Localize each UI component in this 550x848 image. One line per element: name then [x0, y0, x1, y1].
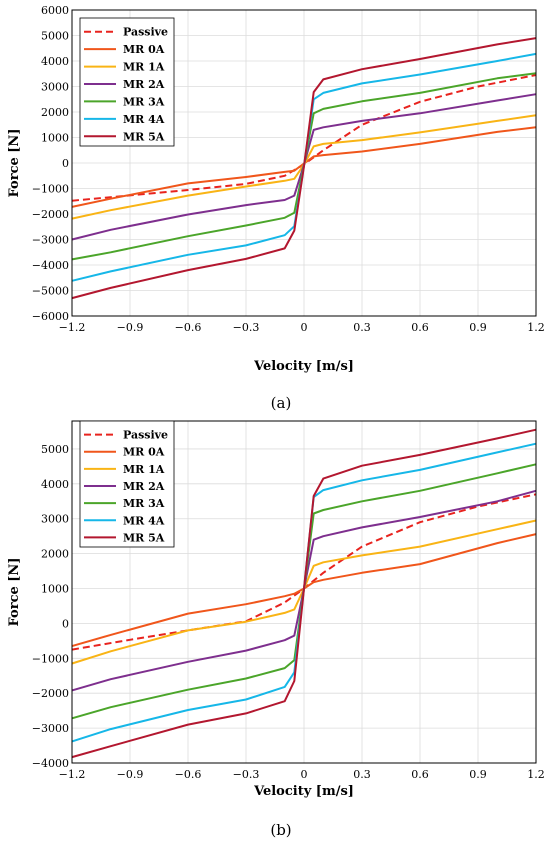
- x-tick-label: −0.3: [233, 321, 260, 334]
- legend: Passive MR 0A MR 1A MR 2A MR 3A MR 4A MR 5A: [79, 17, 175, 147]
- panel-caption: (b): [270, 821, 291, 839]
- plot-frame: [71, 9, 537, 317]
- legend-label: MR 3A: [123, 497, 165, 510]
- legend-label: MR 3A: [123, 95, 165, 108]
- x-tick-label: −0.6: [175, 768, 202, 781]
- legend: Passive MR 0A MR 1A MR 2A MR 3A MR 4A MR 5A: [79, 420, 175, 548]
- y-tick-label: −4000: [32, 259, 69, 272]
- y-tick-label: 4000: [41, 55, 69, 68]
- x-tick-label: 0.6: [411, 768, 429, 781]
- x-tick-label: 0.6: [411, 321, 429, 334]
- y-axis-label: Force [N]: [7, 558, 22, 627]
- legend-label: MR 0A: [123, 43, 165, 56]
- y-tick-label: 5000: [41, 443, 69, 456]
- x-axis-label: Velocity [m/s]: [253, 359, 354, 374]
- y-tick-label: 5000: [41, 30, 69, 43]
- x-tick-label: 1.2: [527, 768, 545, 781]
- legend-label: MR 0A: [123, 446, 165, 459]
- legend-label: MR 4A: [123, 113, 165, 126]
- x-tick-label: −0.6: [175, 321, 202, 334]
- y-tick-label: −4000: [32, 757, 69, 770]
- legend-label: MR 1A: [123, 463, 165, 476]
- x-tick-label: −0.9: [117, 768, 144, 781]
- x-tick-label: 0: [301, 768, 308, 781]
- x-axis-label: Velocity [m/s]: [253, 784, 354, 799]
- legend-label: MR 4A: [123, 514, 165, 527]
- legend-label: Passive: [123, 26, 168, 39]
- y-tick-label: −6000: [32, 310, 69, 323]
- legend-label: Passive: [123, 429, 168, 442]
- y-tick-label: −2000: [32, 208, 69, 221]
- legend-label: MR 5A: [123, 531, 165, 544]
- legend-box: [79, 420, 175, 548]
- legend-label: MR 2A: [123, 480, 165, 493]
- y-tick-label: −1000: [32, 183, 69, 196]
- x-tick-label: 0.3: [353, 321, 371, 334]
- series-line-mr-5a: [71, 37, 537, 300]
- y-tick-label: 0: [62, 617, 69, 630]
- x-tick-label: −1.2: [59, 321, 86, 334]
- x-tick-label: −0.9: [117, 321, 144, 334]
- legend-label: MR 5A: [123, 130, 165, 143]
- x-tick-label: 1.2: [527, 321, 545, 334]
- x-tick-label: 0.9: [469, 768, 487, 781]
- y-tick-label: 6000: [41, 4, 69, 17]
- x-tick-label: −0.3: [233, 768, 260, 781]
- panel-caption: (a): [271, 394, 292, 412]
- y-tick-label: 1000: [41, 132, 69, 145]
- x-tick-label: 0.3: [353, 768, 371, 781]
- y-tick-label: −3000: [32, 722, 69, 735]
- y-tick-label: −2000: [32, 687, 69, 700]
- y-tick-label: 0: [62, 157, 69, 170]
- plot-frame: [71, 420, 537, 764]
- y-tick-label: 3000: [41, 81, 69, 94]
- series-line-mr-5a: [71, 428, 537, 759]
- y-tick-label: 2000: [41, 106, 69, 119]
- legend-label: MR 1A: [123, 61, 165, 74]
- y-tick-label: −5000: [32, 285, 69, 298]
- x-tick-label: −1.2: [59, 768, 86, 781]
- y-tick-label: 4000: [41, 478, 69, 491]
- y-tick-label: −1000: [32, 652, 69, 665]
- chart-panel-a: −1.2 −0.9 −0.6 −0.3 0 0.3 0.6 0.9 1.2 −6000 −5000 −…: [7, 4, 545, 412]
- y-axis-label: Force [N]: [7, 129, 22, 198]
- y-tick-label: 3000: [41, 513, 69, 526]
- x-tick-label: 0: [301, 321, 308, 334]
- legend-label: MR 2A: [123, 78, 165, 91]
- chart-panel-b: −1.2 −0.9 −0.6 −0.3 0 0.3 0.6 0.9 1.2 −4000 −3000 −…: [7, 420, 545, 839]
- y-tick-label: −3000: [32, 234, 69, 247]
- y-tick-label: 1000: [41, 583, 69, 596]
- x-tick-label: 0.9: [469, 321, 487, 334]
- y-tick-label: 2000: [41, 548, 69, 561]
- legend-box: [79, 17, 175, 147]
